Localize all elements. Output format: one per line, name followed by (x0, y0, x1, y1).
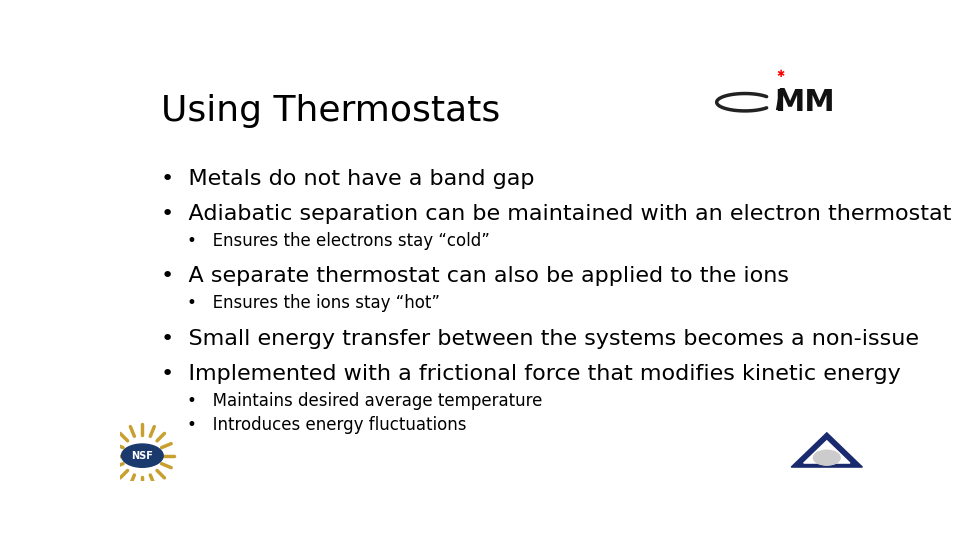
Circle shape (813, 450, 840, 465)
Polygon shape (804, 441, 850, 463)
Text: •   Maintains desired average temperature: • Maintains desired average temperature (187, 392, 542, 410)
Text: •   Ensures the electrons stay “cold”: • Ensures the electrons stay “cold” (187, 232, 490, 251)
Text: •  Adiabatic separation can be maintained with an electron thermostat: • Adiabatic separation can be maintained… (161, 204, 951, 224)
Polygon shape (791, 433, 862, 467)
Text: •  Implemented with a frictional force that modifies kinetic energy: • Implemented with a frictional force th… (161, 364, 900, 384)
Text: i: i (774, 88, 783, 116)
Text: NSF: NSF (132, 451, 154, 461)
Text: •   Ensures the ions stay “hot”: • Ensures the ions stay “hot” (187, 294, 440, 312)
Circle shape (122, 444, 163, 467)
Text: •  Small energy transfer between the systems becomes a non-issue: • Small energy transfer between the syst… (161, 329, 919, 349)
Text: •   Introduces energy fluctuations: • Introduces energy fluctuations (187, 416, 467, 434)
Text: •  A separate thermostat can also be applied to the ions: • A separate thermostat can also be appl… (161, 266, 789, 286)
Text: ✱: ✱ (776, 69, 784, 79)
Text: •  Metals do not have a band gap: • Metals do not have a band gap (161, 168, 535, 189)
Text: Using Thermostats: Using Thermostats (161, 94, 500, 128)
Text: MM: MM (774, 87, 835, 117)
